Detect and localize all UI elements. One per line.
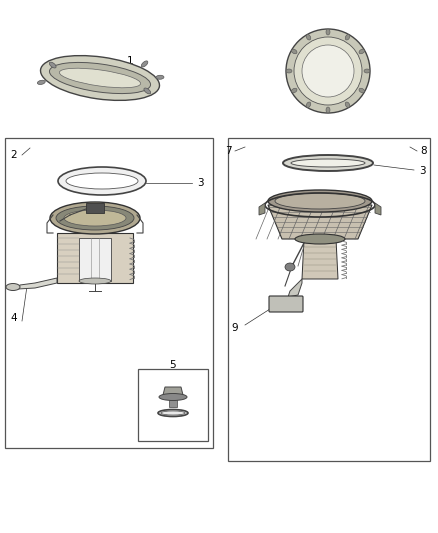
Polygon shape	[288, 279, 302, 297]
Ellipse shape	[326, 29, 330, 35]
Ellipse shape	[345, 35, 350, 40]
Ellipse shape	[291, 88, 297, 93]
Polygon shape	[57, 233, 133, 283]
Polygon shape	[259, 203, 265, 215]
Ellipse shape	[345, 102, 350, 108]
Polygon shape	[375, 203, 381, 215]
Ellipse shape	[275, 193, 365, 209]
Ellipse shape	[58, 167, 146, 195]
Text: 9: 9	[232, 323, 238, 333]
Text: 1: 1	[127, 56, 133, 66]
Text: 3: 3	[197, 178, 203, 188]
Ellipse shape	[158, 409, 188, 416]
Ellipse shape	[359, 49, 364, 54]
Ellipse shape	[66, 173, 138, 189]
Text: 2: 2	[11, 150, 18, 160]
Ellipse shape	[144, 88, 151, 94]
Ellipse shape	[364, 69, 370, 73]
Text: 7: 7	[225, 146, 231, 156]
Ellipse shape	[156, 75, 164, 79]
Circle shape	[294, 37, 362, 105]
Polygon shape	[268, 205, 372, 239]
Text: 1: 1	[347, 48, 353, 58]
Polygon shape	[163, 387, 183, 395]
Ellipse shape	[359, 88, 364, 93]
Bar	[5, 138, 213, 448]
Ellipse shape	[159, 393, 187, 400]
Ellipse shape	[268, 190, 372, 212]
Ellipse shape	[79, 278, 111, 284]
Circle shape	[286, 29, 370, 113]
Polygon shape	[18, 278, 57, 289]
Ellipse shape	[40, 55, 159, 100]
Polygon shape	[302, 239, 338, 279]
Ellipse shape	[64, 210, 126, 226]
Ellipse shape	[285, 263, 295, 271]
Ellipse shape	[37, 80, 45, 85]
Ellipse shape	[60, 68, 141, 88]
Text: 5: 5	[169, 360, 175, 370]
Text: 6: 6	[139, 420, 145, 430]
Text: 8: 8	[420, 146, 427, 156]
Text: 3: 3	[419, 166, 425, 176]
Ellipse shape	[49, 62, 56, 68]
Ellipse shape	[295, 234, 345, 244]
Ellipse shape	[161, 411, 185, 415]
FancyBboxPatch shape	[269, 296, 303, 312]
Ellipse shape	[283, 155, 373, 171]
Ellipse shape	[291, 159, 365, 167]
Ellipse shape	[286, 69, 292, 73]
Ellipse shape	[56, 206, 134, 230]
Ellipse shape	[6, 284, 20, 290]
Bar	[169, 397, 177, 407]
Circle shape	[302, 45, 354, 97]
Bar	[138, 369, 208, 441]
Ellipse shape	[306, 35, 311, 40]
Ellipse shape	[141, 61, 148, 67]
Ellipse shape	[326, 107, 330, 113]
Ellipse shape	[50, 202, 140, 234]
Bar	[86, 203, 104, 213]
Text: 4: 4	[11, 313, 18, 323]
Bar	[228, 138, 430, 461]
Ellipse shape	[306, 102, 311, 108]
Polygon shape	[268, 201, 372, 205]
Ellipse shape	[49, 62, 151, 94]
Ellipse shape	[291, 49, 297, 54]
Polygon shape	[79, 238, 111, 281]
